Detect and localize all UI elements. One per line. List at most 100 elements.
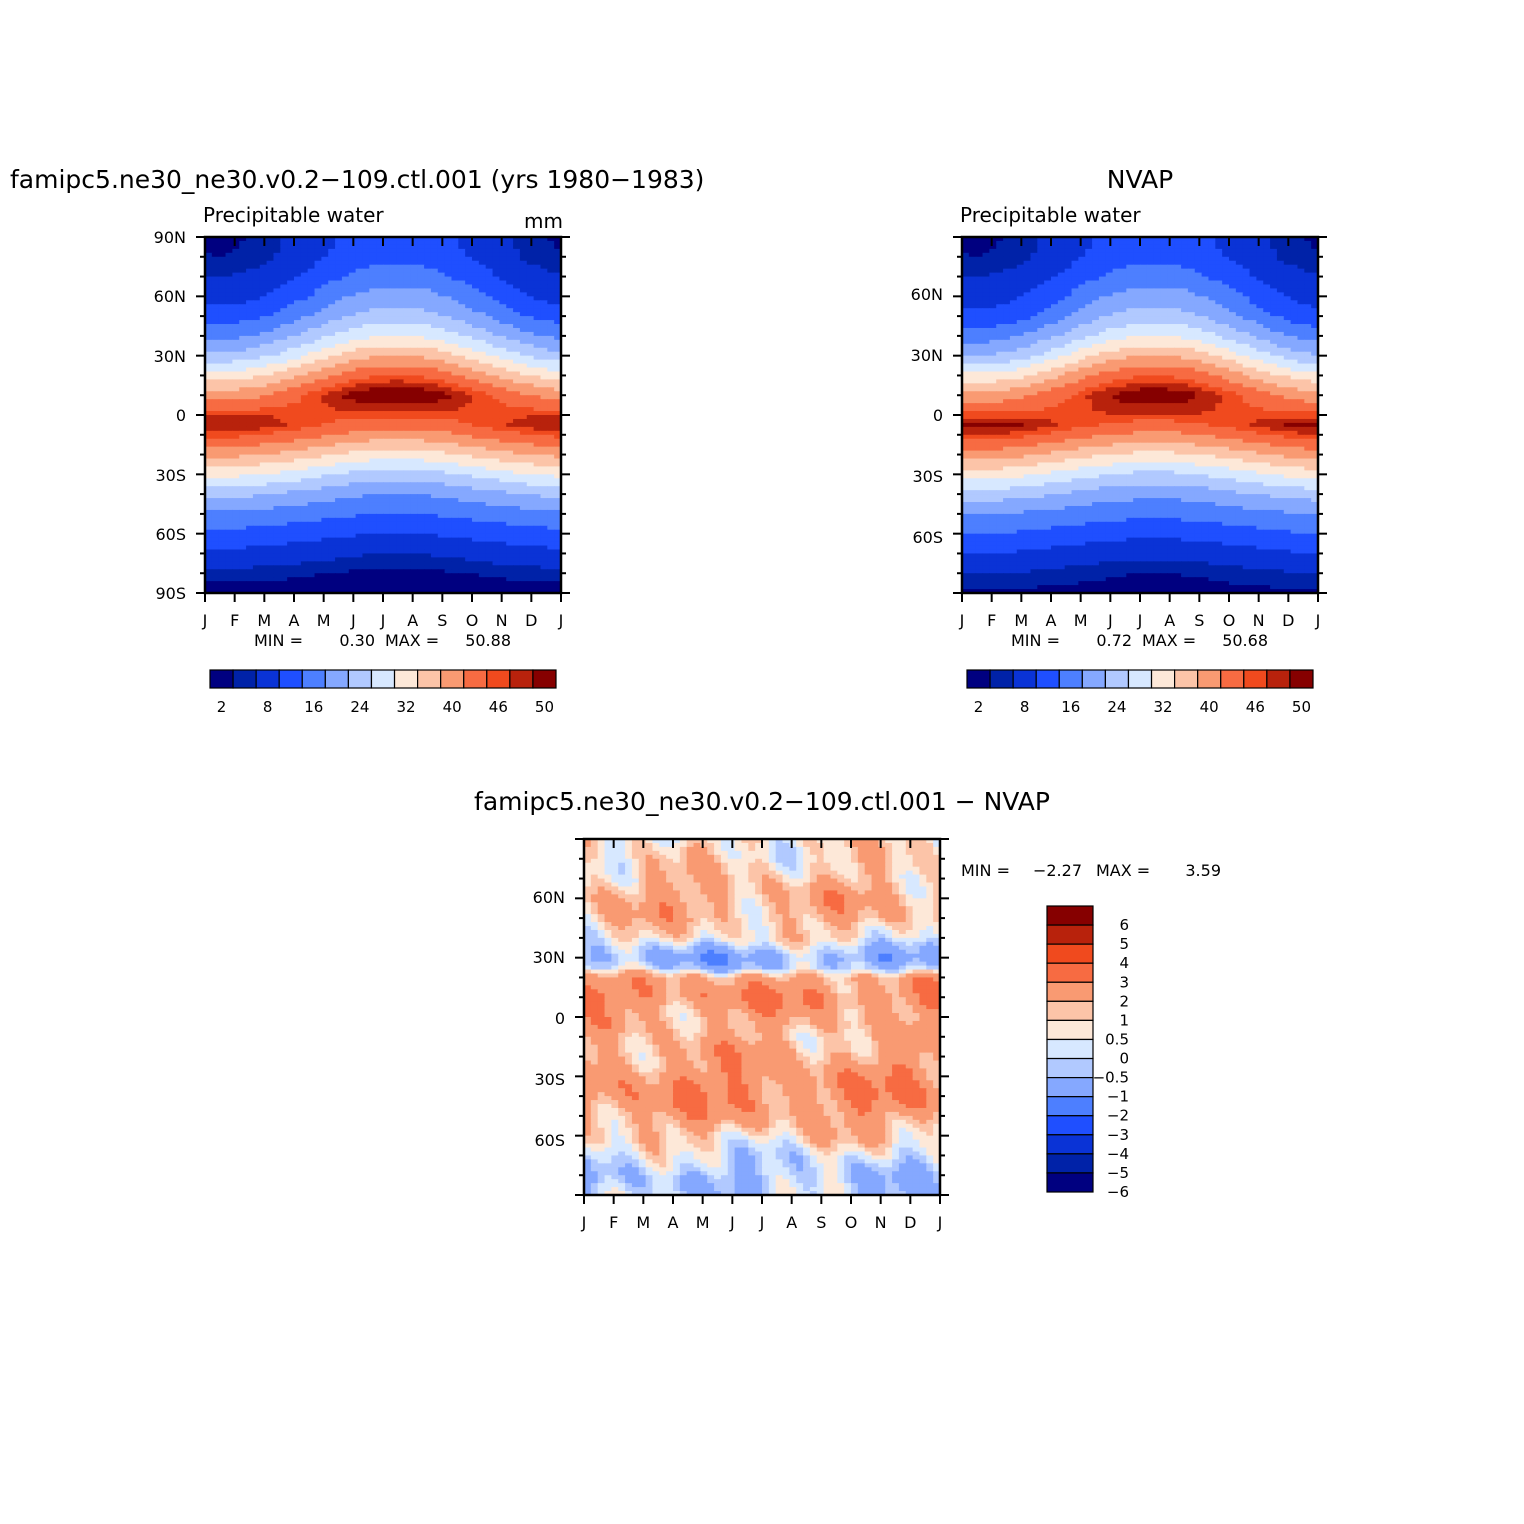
p2-field-cell	[1146, 237, 1155, 242]
panel1-min-max: MIN = 0.30 MAX = 50.88	[254, 631, 511, 650]
p1-field-cell	[294, 430, 302, 436]
p1-field-cell	[369, 470, 377, 475]
p1-field-cell	[458, 454, 466, 460]
p1-field-cell	[225, 557, 233, 562]
p1-field-cell	[280, 430, 288, 436]
p1-field-cell	[485, 331, 494, 337]
p1-field-cell	[362, 434, 370, 440]
p1-field-cell	[383, 482, 391, 487]
p1-field-cell	[444, 304, 453, 309]
p1-field-cell	[540, 521, 548, 527]
p1-field-cell	[465, 335, 473, 341]
p1-field-cell	[266, 422, 275, 428]
p1-field-cell	[444, 466, 453, 471]
p1-field-cell	[314, 446, 322, 452]
p1-field-cell	[252, 296, 261, 301]
p1-field-cell	[335, 577, 343, 582]
p1-field-cell	[417, 320, 425, 325]
p1-field-cell	[259, 320, 268, 325]
p1-field-cell	[287, 268, 295, 274]
p1-field-cell	[506, 403, 514, 408]
p1-field-cell	[383, 375, 391, 380]
p1-field-cell	[280, 442, 288, 448]
p1-field-cell	[273, 237, 281, 242]
p1-field-cell	[287, 545, 295, 551]
p1-field-cell	[376, 359, 384, 365]
p1-field-cell	[225, 438, 233, 444]
p2-field-cell	[1105, 248, 1114, 254]
p1-field-cell	[211, 403, 220, 408]
p1-field-cell	[383, 577, 391, 582]
p1-field-cell	[526, 549, 535, 555]
p1-field-cell	[478, 494, 487, 499]
p1-field-cell	[526, 573, 535, 578]
p1-field-cell	[396, 474, 405, 479]
p1-field-cell	[239, 292, 247, 297]
p1-field-cell	[259, 351, 268, 357]
p1-field-cell	[259, 458, 268, 464]
p1-field-cell	[369, 252, 377, 258]
p1-field-cell	[506, 379, 514, 384]
p1-field-cell	[341, 521, 350, 527]
p1-field-cell	[307, 442, 316, 448]
p1-field-cell	[389, 415, 398, 420]
p1-field-cell	[252, 252, 261, 258]
p1-field-cell	[458, 359, 466, 365]
p1-field-cell	[205, 324, 213, 329]
p2-field-cell	[1126, 237, 1134, 242]
p1-field-cell	[430, 268, 439, 274]
p1-field-cell	[211, 513, 220, 519]
p1-field-cell	[430, 237, 439, 242]
p1-field-cell	[355, 553, 364, 558]
p1-field-cell	[266, 371, 275, 377]
p1-field-cell	[348, 367, 357, 373]
p1-field-cell	[218, 454, 227, 460]
p1-field-cell	[437, 490, 446, 495]
p1-field-cell	[355, 383, 364, 388]
p1-field-cell	[273, 462, 281, 468]
p1-field-cell	[437, 296, 446, 301]
p1-field-cell	[211, 383, 220, 388]
p2-field-cell	[1304, 244, 1312, 250]
p1-field-cell	[478, 577, 487, 582]
p1-xlabel: J	[350, 611, 356, 630]
p1-field-cell	[246, 260, 254, 266]
p1-field-cell	[540, 458, 548, 464]
p1-field-cell	[383, 509, 391, 515]
p1-field-cell	[376, 387, 384, 392]
p1-field-cell	[376, 355, 384, 361]
p1-field-cell	[492, 351, 500, 357]
p1-field-cell	[335, 529, 343, 535]
p1-field-cell	[547, 288, 555, 293]
p1-field-cell	[362, 347, 370, 353]
p1-field-cell	[294, 280, 302, 286]
p2-field-cell	[1311, 237, 1318, 242]
p1-field-cell	[307, 537, 316, 543]
p1-field-cell	[321, 379, 329, 384]
p1-field-cell	[472, 438, 480, 444]
p1-field-cell	[348, 486, 357, 491]
p2-field-cell	[1037, 244, 1045, 250]
p1-field-cell	[348, 430, 357, 436]
p1-field-cell	[444, 355, 453, 361]
p1-field-cell	[499, 585, 507, 590]
p1-field-cell	[519, 418, 528, 424]
p1-field-cell	[341, 585, 350, 590]
p1-field-cell	[232, 434, 240, 440]
p1-field-cell	[341, 411, 350, 416]
p1-field-cell	[458, 331, 466, 337]
p1-field-cell	[513, 498, 521, 503]
p1-field-cell	[307, 339, 316, 345]
p1-field-cell	[362, 264, 370, 270]
p1-field-cell	[348, 375, 357, 380]
p1-field-cell	[218, 327, 227, 333]
p1-field-cell	[239, 525, 247, 531]
p1-field-cell	[506, 553, 514, 558]
p1-field-cell	[533, 339, 542, 345]
p1-field-cell	[403, 525, 411, 531]
p1-field-cell	[519, 403, 528, 408]
p1-field-cell	[369, 272, 377, 278]
p1-colorbar-label: 32	[397, 698, 416, 716]
p1-field-cell	[376, 367, 384, 373]
p1-field-cell	[513, 383, 521, 388]
